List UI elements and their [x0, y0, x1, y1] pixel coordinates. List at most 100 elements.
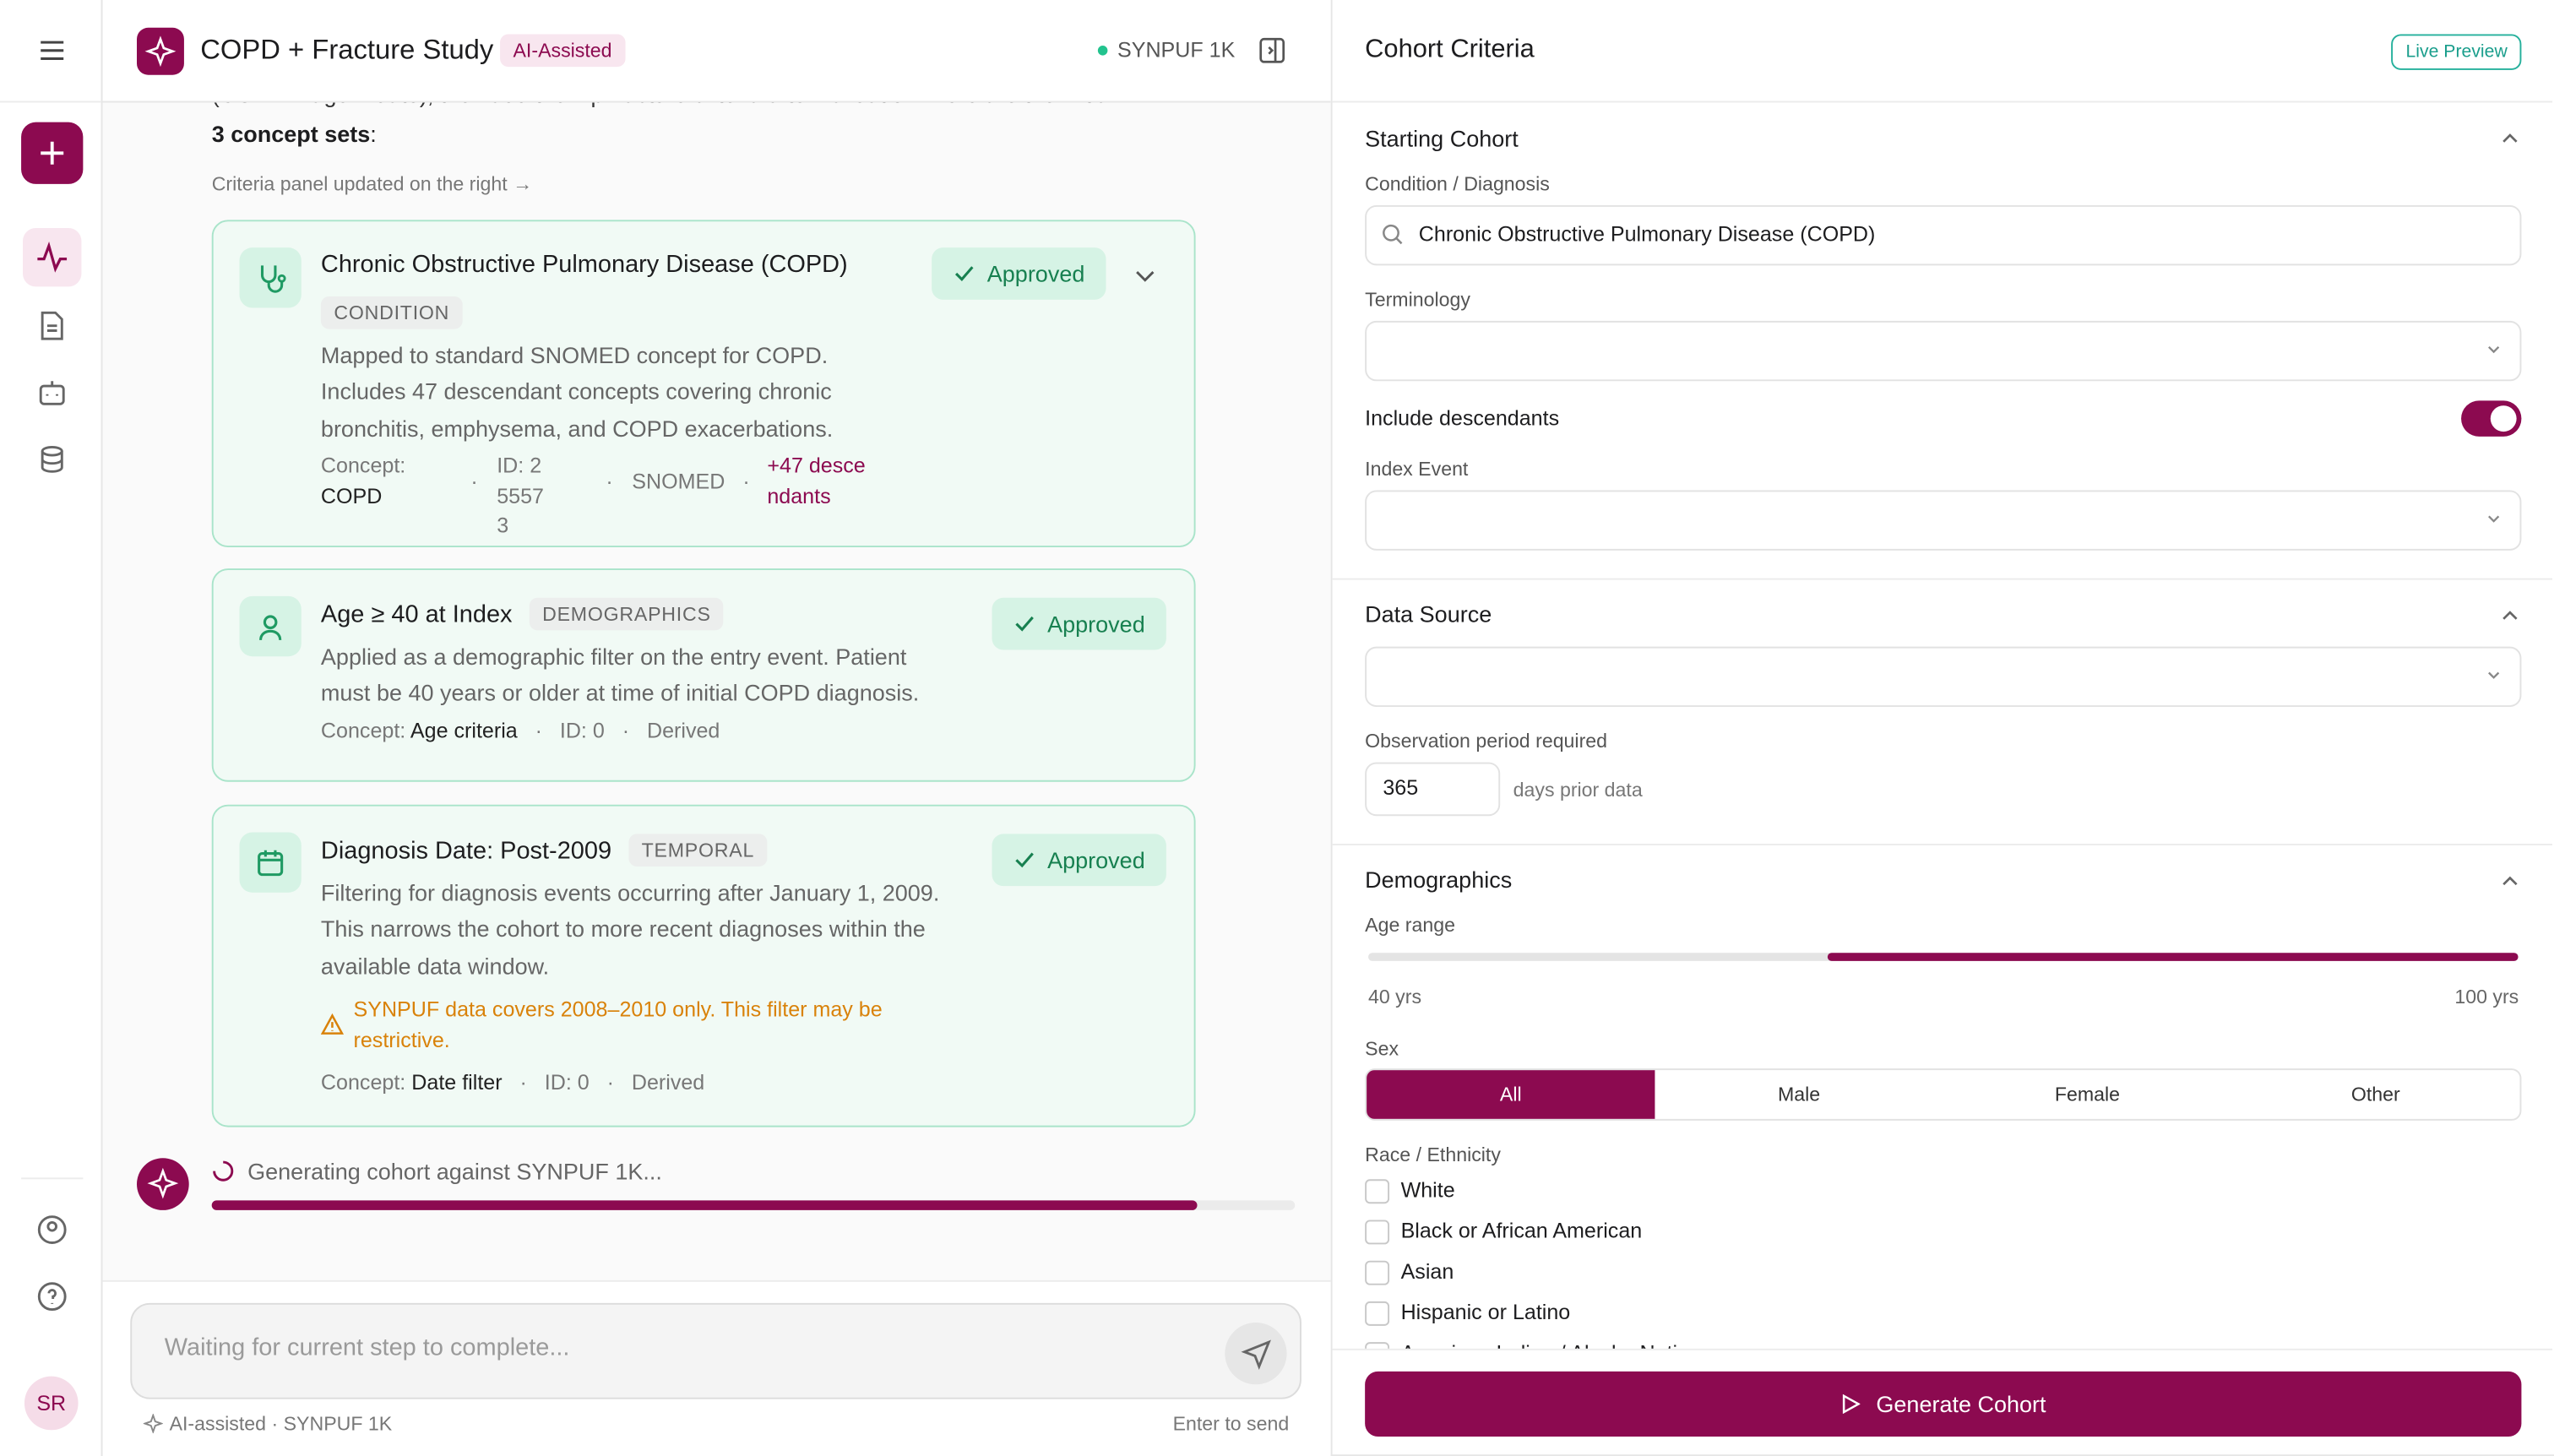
- element: [1383, 224, 1399, 242]
- chat-input[interactable]: [130, 1302, 1301, 1399]
- checkbox-label: American Indian / Alaska Native: [1401, 1339, 1700, 1349]
- status-dot: [1097, 45, 1108, 56]
- section-title: Data Source: [1365, 600, 1492, 627]
- element: [41, 41, 64, 60]
- collapse[interactable]: [2500, 130, 2519, 146]
- nav-help[interactable]: [35, 1280, 68, 1313]
- section-title: Demographics: [1365, 866, 1513, 893]
- observation-unit: days prior data: [1513, 778, 1643, 801]
- collapse[interactable]: [2500, 873, 2519, 889]
- element: [1136, 271, 1155, 282]
- card-icon: [239, 832, 302, 893]
- element: [37, 1282, 67, 1312]
- sex-option[interactable]: Male: [1778, 1083, 1821, 1106]
- element: [260, 264, 286, 292]
- badge: AI-Assisted: [500, 34, 625, 68]
- intro-rest: :: [370, 120, 377, 147]
- descendants[interactable]: +47 descendants: [767, 453, 866, 508]
- checkbox-label: Asian: [1400, 1258, 1454, 1284]
- live-badge: Live Preview: [2391, 34, 2523, 70]
- source-select[interactable]: [1365, 646, 2522, 707]
- element: [21, 1177, 84, 1180]
- nav-docs[interactable]: [35, 309, 68, 342]
- element: [263, 614, 278, 629]
- element: Derived: [646, 718, 720, 743]
- nav-bot[interactable]: [35, 376, 68, 409]
- panel-toggle[interactable]: [1259, 37, 1285, 63]
- progress-track: [211, 1200, 1296, 1210]
- sex-option[interactable]: Other: [2350, 1083, 2400, 1106]
- toggle[interactable]: [2461, 400, 2522, 437]
- condition-input[interactable]: [1365, 204, 2522, 266]
- element: Starting Cohort Condition / Diagnosis Ch…: [1332, 102, 2553, 1349]
- element: [259, 614, 282, 640]
- element: [320, 1013, 344, 1035]
- element: [2502, 876, 2518, 886]
- menu-icon[interactable]: [39, 39, 65, 62]
- element: [2502, 133, 2518, 143]
- approved-badge: Approved: [932, 247, 1106, 300]
- new-button[interactable]: [21, 122, 84, 184]
- title: COPD + Fracture Study: [200, 34, 494, 66]
- chat-header: COPD + Fracture Study AI-Assisted SYNPUF…: [102, 0, 1331, 103]
- search-icon: [1383, 224, 1403, 245]
- spinner: [213, 1160, 234, 1182]
- sex-option[interactable]: All: [1367, 1070, 1655, 1119]
- sidebar: SR: [0, 0, 103, 1456]
- sparkle-icon: [143, 1413, 163, 1434]
- nav-activity[interactable]: [22, 227, 82, 287]
- element: [144, 35, 177, 68]
- checkbox[interactable]: [1365, 1220, 1390, 1245]
- concept-label: Concept: COPD: [321, 451, 405, 511]
- element: [1015, 852, 1034, 868]
- expand-chevron[interactable]: [1133, 263, 1156, 286]
- element: ID: 0: [544, 1070, 590, 1095]
- nav-profile[interactable]: [35, 1214, 68, 1247]
- source: SYNPUF 1K: [1117, 37, 1236, 62]
- element: [41, 311, 63, 340]
- element: [2488, 671, 2500, 679]
- checkbox-label: Hispanic or Latino: [1400, 1299, 1571, 1324]
- observation-input[interactable]: [1365, 762, 1501, 817]
- status: Approved: [986, 260, 1085, 287]
- terminology-select[interactable]: [1365, 320, 2522, 382]
- footer-left: AI-assisted · SYNPUF 1K: [169, 1412, 393, 1436]
- field-label: Observation period required: [1365, 729, 1608, 752]
- checkbox[interactable]: [1365, 1342, 1390, 1349]
- checkbox[interactable]: [1365, 1301, 1390, 1326]
- element: Approved: [1047, 846, 1145, 873]
- panel-scroll: Starting Cohort Condition / Diagnosis Ch…: [1332, 102, 2553, 1349]
- generate-button[interactable]: Generate Cohort: [1365, 1371, 2522, 1437]
- element: Age criteria: [410, 718, 518, 743]
- element: Concept:: [320, 718, 406, 743]
- element: [47, 1289, 57, 1304]
- send-button[interactable]: [1225, 1322, 1287, 1385]
- index-select[interactable]: [1365, 490, 2522, 551]
- collapse[interactable]: [2500, 607, 2519, 623]
- sex-option[interactable]: Female: [2054, 1083, 2121, 1106]
- dropdown-chevron: [2488, 345, 2500, 354]
- nav-data[interactable]: [35, 443, 68, 476]
- concept-id: ID: 255573: [497, 453, 544, 538]
- element: [1395, 237, 1403, 245]
- concept: COPD: [320, 482, 383, 508]
- age-min-label: 40 yrs: [1367, 985, 1422, 1008]
- checkbox-label: White: [1400, 1177, 1455, 1203]
- element: [1268, 39, 1277, 62]
- card-title: Age ≥ 40 at Index: [320, 600, 513, 629]
- checkbox[interactable]: [1365, 1260, 1390, 1285]
- age-track[interactable]: [1367, 953, 2519, 961]
- element: CONDITION: [320, 296, 463, 329]
- button-label: Generate Cohort: [1876, 1390, 2046, 1417]
- element: [0, 101, 101, 103]
- avatar[interactable]: SR: [24, 1376, 79, 1431]
- element: [41, 141, 64, 165]
- checkbox[interactable]: [1365, 1179, 1390, 1204]
- element: [1015, 852, 1034, 868]
- assistant-avatar: [136, 1158, 189, 1210]
- card-title: Diagnosis Date: Post-2009: [320, 837, 612, 866]
- element: [1332, 843, 2553, 845]
- element: Concept:: [320, 1070, 406, 1095]
